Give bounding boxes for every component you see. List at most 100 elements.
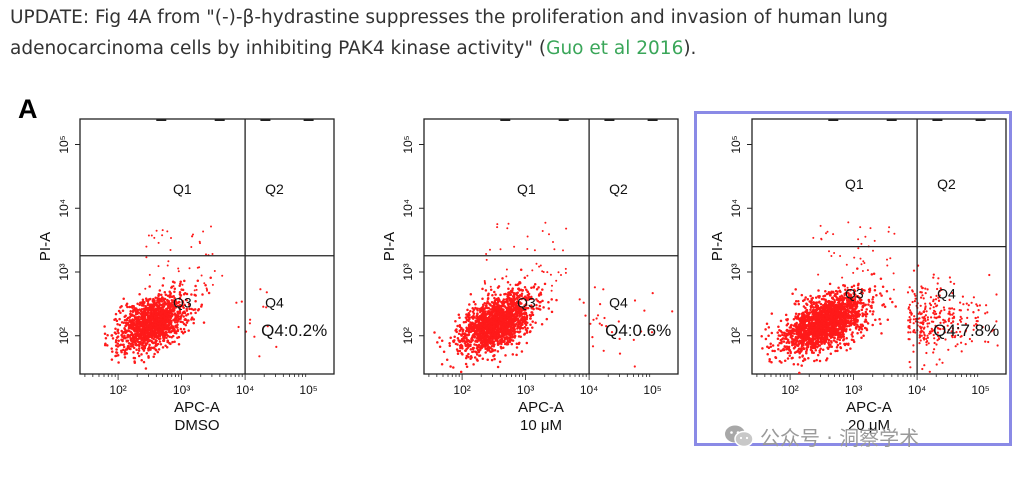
event-dot bbox=[838, 342, 842, 345]
event-dot bbox=[137, 349, 141, 352]
event-dot bbox=[258, 355, 261, 358]
event-dot bbox=[174, 299, 177, 303]
event-dot bbox=[541, 230, 544, 232]
event-dot bbox=[490, 308, 493, 311]
event-dot bbox=[489, 327, 493, 330]
x-tick-label: 10² bbox=[109, 383, 126, 397]
event-dot bbox=[472, 335, 475, 338]
event-dot bbox=[787, 331, 791, 335]
event-dot bbox=[133, 322, 136, 326]
event-dot bbox=[136, 352, 140, 355]
event-dot bbox=[506, 280, 510, 284]
event-dot bbox=[538, 293, 541, 296]
event-dot bbox=[814, 343, 817, 346]
event-dot bbox=[539, 264, 542, 267]
figure-panel-letter: A bbox=[18, 94, 38, 124]
event-dot bbox=[589, 322, 592, 325]
event-dot bbox=[166, 264, 169, 267]
event-dot bbox=[511, 287, 514, 290]
event-dot bbox=[171, 307, 175, 311]
event-dot bbox=[533, 282, 537, 286]
event-dot bbox=[167, 315, 171, 319]
event-dot bbox=[860, 308, 864, 312]
event-dot bbox=[171, 329, 174, 333]
event-dot bbox=[525, 329, 529, 333]
event-dot bbox=[165, 328, 169, 331]
event-dot bbox=[509, 293, 513, 297]
event-dot bbox=[137, 354, 141, 358]
event-dot bbox=[118, 317, 121, 321]
event-dot bbox=[520, 294, 523, 298]
event-dot bbox=[149, 312, 152, 315]
event-dot bbox=[128, 319, 131, 323]
event-dot bbox=[837, 286, 840, 290]
event-dot bbox=[179, 304, 183, 308]
event-dot bbox=[485, 326, 489, 329]
event-dot bbox=[767, 334, 770, 337]
event-dot bbox=[489, 288, 493, 291]
event-dot bbox=[506, 302, 510, 306]
event-dot bbox=[478, 354, 481, 358]
event-dot bbox=[145, 256, 148, 259]
event-dot bbox=[159, 306, 163, 310]
event-dot bbox=[456, 349, 460, 353]
event-dot bbox=[178, 297, 182, 300]
event-dot bbox=[473, 356, 477, 359]
event-dot bbox=[466, 333, 469, 337]
y-tick-label: 10⁵ bbox=[57, 135, 71, 153]
event-dot bbox=[464, 349, 467, 353]
event-dot bbox=[592, 318, 595, 321]
event-dot bbox=[509, 283, 512, 286]
event-dot bbox=[159, 329, 163, 333]
event-dot bbox=[481, 344, 484, 347]
event-dot bbox=[518, 302, 522, 305]
event-dot bbox=[167, 321, 170, 325]
event-dot bbox=[137, 321, 140, 325]
event-dot bbox=[547, 307, 551, 310]
event-dot bbox=[510, 309, 513, 312]
event-dot bbox=[529, 323, 532, 326]
event-dot bbox=[129, 312, 132, 316]
event-dot bbox=[526, 326, 529, 330]
event-dot bbox=[173, 290, 176, 293]
event-dot bbox=[491, 348, 494, 351]
event-dot bbox=[768, 360, 771, 363]
event-dot bbox=[851, 335, 854, 338]
event-dot bbox=[139, 312, 142, 316]
event-dot bbox=[796, 350, 800, 353]
event-dot bbox=[469, 292, 473, 296]
event-dot bbox=[794, 335, 798, 339]
event-dot bbox=[121, 309, 125, 313]
event-dot bbox=[190, 307, 193, 311]
event-dot bbox=[582, 301, 585, 304]
event-dot bbox=[200, 274, 203, 277]
event-dot bbox=[175, 320, 179, 324]
event-dot bbox=[180, 330, 184, 333]
event-dot bbox=[453, 335, 456, 338]
event-dot bbox=[790, 323, 793, 327]
event-dot bbox=[124, 329, 127, 333]
event-dot bbox=[849, 288, 852, 292]
event-dot bbox=[494, 313, 498, 317]
event-dot bbox=[461, 347, 464, 350]
event-dot bbox=[505, 331, 508, 334]
event-dot bbox=[860, 298, 863, 302]
event-dot bbox=[485, 258, 488, 261]
event-dot bbox=[862, 334, 865, 337]
event-dot bbox=[845, 349, 848, 352]
event-dot bbox=[498, 299, 501, 302]
event-dot bbox=[780, 341, 783, 345]
event-dot bbox=[182, 322, 186, 326]
event-dot bbox=[163, 290, 167, 294]
event-dot bbox=[483, 319, 487, 322]
event-dot bbox=[134, 332, 138, 336]
event-dot bbox=[128, 305, 131, 309]
event-dot bbox=[518, 322, 521, 325]
event-dot bbox=[524, 323, 528, 327]
citation-link[interactable]: Guo et al 2016 bbox=[546, 38, 684, 59]
event-dot bbox=[475, 358, 479, 361]
quadrant-label: Q3 bbox=[517, 295, 536, 311]
event-dot bbox=[157, 348, 161, 351]
event-dot bbox=[140, 353, 143, 356]
event-dot bbox=[478, 307, 482, 311]
